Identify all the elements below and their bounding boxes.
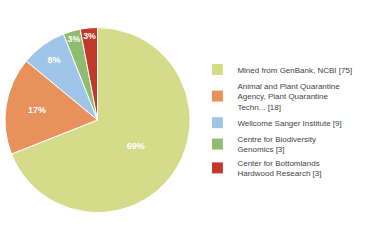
svg-text:69%: 69%: [127, 141, 145, 151]
svg-text:3%: 3%: [68, 34, 81, 44]
svg-text:Animal and Plant QuarantineAge: Animal and Plant QuarantineAgency, Plant…: [237, 82, 340, 112]
svg-text:17%: 17%: [28, 105, 46, 115]
svg-text:8%: 8%: [47, 55, 60, 65]
svg-text:Center for BottomlandsHardwood: Center for BottomlandsHardwood Research …: [237, 159, 321, 178]
svg-text:3%: 3%: [83, 31, 96, 41]
svg-text:Wellcome Sanger Institute [9]: Wellcome Sanger Institute [9]: [237, 119, 341, 128]
svg-text:Mined from GenBank, NCBI [75]: Mined from GenBank, NCBI [75]: [237, 66, 352, 75]
svg-text:Centre for BiodiversityGenomic: Centre for BiodiversityGenomics [3]: [237, 135, 316, 154]
